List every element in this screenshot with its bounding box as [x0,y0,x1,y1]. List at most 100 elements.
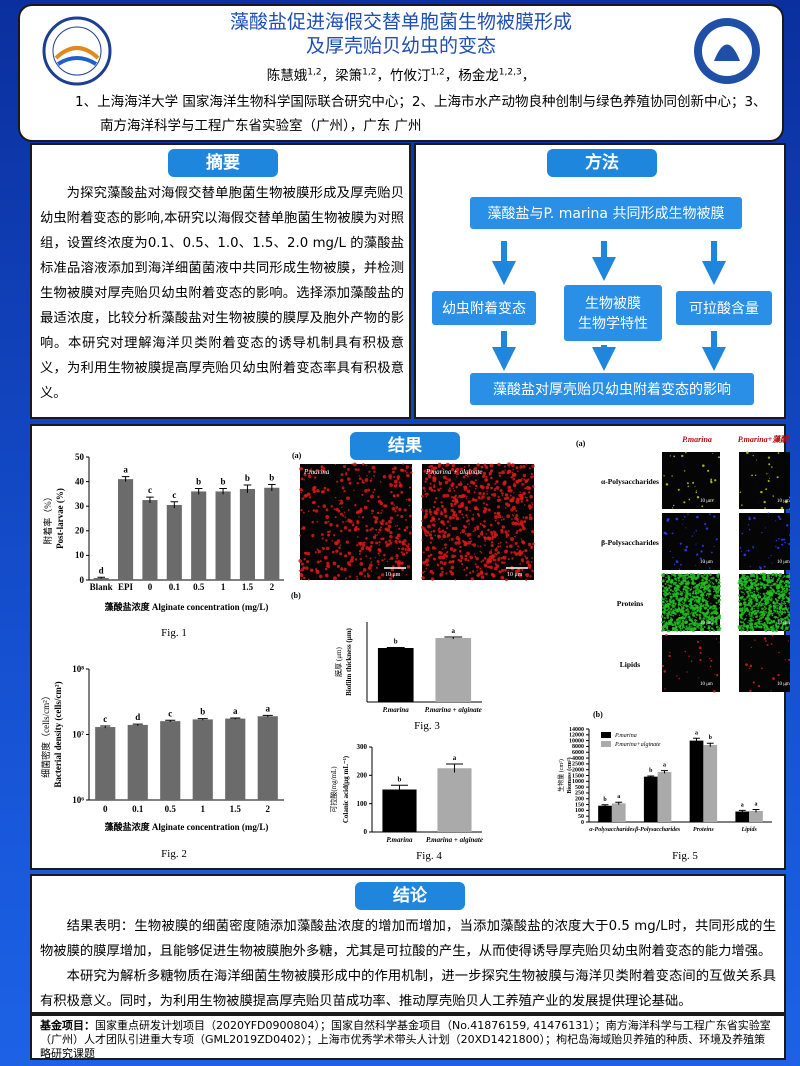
cell [783,587,786,590]
cell [715,616,719,620]
cell [763,606,766,608]
cell [406,545,410,548]
cell [521,568,524,571]
cell [663,606,667,609]
panel-label: (a) [576,439,586,448]
micrograph [662,635,720,692]
cell [664,688,666,690]
cell [717,588,721,591]
cell [306,492,311,497]
cell [750,613,753,616]
x-tick-label: 0.5 [165,804,177,814]
scale-label: 10 μm [700,560,713,565]
cell [785,684,787,687]
cell [718,581,721,584]
cell [689,592,692,596]
cell [773,605,777,609]
cell [683,574,686,577]
cell [377,548,381,552]
cell [320,490,324,494]
cell [685,594,687,597]
flow-box: 生物被膜 生物学特性 [564,285,662,341]
cell [684,593,687,596]
cell [749,626,752,629]
row-label: Proteins [617,599,644,608]
cell [423,528,428,533]
cell [770,597,772,599]
cell [506,545,509,548]
cell [784,607,788,610]
cell [667,602,669,605]
cell [770,576,773,579]
cell [680,594,683,597]
cell [695,490,697,492]
cell [716,574,720,578]
bar [382,789,417,832]
cell [485,475,488,478]
cell [686,671,688,673]
cell [788,542,790,546]
cell [689,603,692,606]
cell [326,561,330,566]
cell [484,478,489,482]
cell [743,602,746,606]
cell [760,598,763,601]
cell [693,626,696,630]
cell [664,582,667,585]
cell [330,505,333,508]
cell [740,614,743,617]
y-tick-label: 10⁶ [72,795,84,805]
cell [690,573,693,576]
cell [767,614,769,616]
cell [519,465,523,469]
cell [783,592,786,594]
cell [712,499,714,501]
y-tick-label: 100 [575,808,584,814]
cell [357,527,360,531]
cell [704,606,708,610]
cell [761,620,763,622]
cell [744,601,746,603]
cell [524,487,527,490]
cell [373,474,375,477]
x-tick-label: 1 [201,804,206,814]
cell [522,526,526,531]
cell [377,531,380,534]
x-tick-label: 0.1 [132,804,144,814]
cell [477,545,479,547]
cell [497,545,500,548]
cell [502,577,505,580]
cell [370,570,373,572]
author-name: 竹攸汀 [389,68,431,84]
cell [682,581,684,584]
cell [377,495,380,499]
cell [752,629,754,632]
column-label: P.marina [682,435,712,444]
cell [363,541,366,544]
cell [405,498,408,501]
cell [666,593,669,595]
cell [518,573,523,578]
cell [774,597,777,600]
cell [443,509,447,514]
cell [696,622,699,626]
cell [462,540,466,544]
significance-label: a [452,627,456,635]
cell [684,610,686,612]
cell [531,569,534,573]
error-bar [132,723,143,726]
cell [700,628,703,632]
cell [748,612,751,614]
cell [321,546,324,549]
cell [489,565,493,569]
cell [496,521,500,525]
cell [748,528,751,531]
cell [429,571,432,573]
cell [437,536,440,538]
cell [341,506,343,509]
cell [368,563,373,568]
cell [480,575,485,579]
y-tick-label: 0 [581,820,584,826]
cell [449,525,452,527]
